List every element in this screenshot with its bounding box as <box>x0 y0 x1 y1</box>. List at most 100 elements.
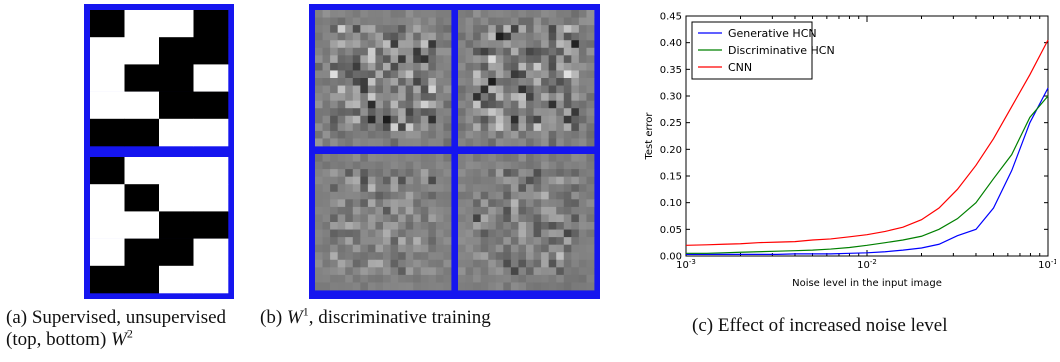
filter-pixel <box>510 40 519 49</box>
filter-pixel <box>586 161 595 170</box>
filter-pixel <box>563 154 572 162</box>
filter-pixel <box>518 161 527 170</box>
filter-pixel <box>488 237 497 246</box>
filter-pixel <box>405 70 414 79</box>
filter-pixel <box>548 199 557 208</box>
filter-pixel <box>518 32 527 41</box>
filter-pixel <box>330 184 339 193</box>
filter-pixel <box>352 55 361 64</box>
filter-pixel <box>563 176 572 185</box>
filter-pixel <box>473 229 482 238</box>
filter-pixel <box>465 252 474 261</box>
filter-pixel <box>571 199 580 208</box>
filter-pixel <box>367 130 376 139</box>
filter-pixel <box>352 199 361 208</box>
filter-pixel <box>405 25 414 34</box>
filter-pixel <box>345 244 354 253</box>
filter-pixel <box>571 123 580 132</box>
top-grid-cell <box>90 10 125 38</box>
filter-pixel <box>526 206 534 215</box>
filter-pixel <box>375 62 384 71</box>
filter-pixel <box>541 47 550 56</box>
filter-pixel <box>398 78 407 86</box>
filter-pixel <box>367 252 376 261</box>
filter-pixel <box>428 161 437 170</box>
filter-pixel <box>428 93 437 102</box>
filter-pixel <box>428 191 437 200</box>
filter-pixel <box>518 25 527 34</box>
filter-pixel <box>405 100 414 109</box>
filter-pixel <box>488 259 497 268</box>
filter-pixel <box>488 108 497 117</box>
filter-pixel <box>458 199 466 208</box>
filter-pixel <box>480 123 489 132</box>
filter-pixel <box>495 123 504 132</box>
filter-pixel <box>541 237 550 246</box>
filter-pixel <box>571 184 580 193</box>
filter-pixel <box>322 115 331 124</box>
filter-pixel <box>435 259 444 268</box>
filter-pixel <box>563 47 572 56</box>
filter-pixel <box>428 25 437 34</box>
filter-pixel <box>405 169 414 178</box>
filter-pixel <box>443 108 452 117</box>
filter-pixel <box>503 78 512 86</box>
filter-pixel <box>473 115 482 124</box>
top-grid-cell <box>90 64 125 92</box>
filter-pixel <box>383 93 391 102</box>
filter-pixel <box>435 222 444 230</box>
filter-pixel <box>330 259 339 268</box>
filter-pixel <box>563 123 572 132</box>
filter-pixel <box>383 199 391 208</box>
filter-pixel <box>443 115 452 124</box>
filter-pixel <box>518 70 527 79</box>
filter-pixel <box>563 25 572 34</box>
filter-pixel <box>473 62 482 71</box>
filter-pixel <box>352 176 361 185</box>
filter-pixel <box>458 78 466 86</box>
filter-pixel <box>413 40 422 49</box>
filter-pixel <box>458 237 466 246</box>
filter-pixel <box>390 32 399 41</box>
filter-pixel <box>518 85 527 94</box>
filter-pixel <box>458 161 466 170</box>
filter-pixel <box>465 244 474 253</box>
filter-pixel <box>518 47 527 56</box>
filter-pixel <box>526 115 534 124</box>
series-line-generative-hcn <box>686 87 1049 255</box>
filter-pixel <box>586 40 595 49</box>
filter-pixel <box>390 184 399 193</box>
filter-pixel <box>330 229 339 238</box>
filter-pixel <box>390 115 399 124</box>
filter-pixel <box>390 17 399 26</box>
filter-pixel <box>390 154 399 162</box>
filter-pixel <box>360 267 369 276</box>
filter-pixel <box>330 47 339 56</box>
filter-pixel <box>533 267 542 276</box>
filter-pixel <box>503 252 512 261</box>
filter-pixel <box>345 17 354 26</box>
filter-pixel <box>383 206 391 215</box>
y-tick-label: 0.10 <box>660 198 682 209</box>
filter-pixel <box>526 32 534 41</box>
filter-pixel <box>548 70 557 79</box>
filter-pixel <box>383 184 391 193</box>
filter-pixel <box>510 10 519 18</box>
filter-pixel <box>473 214 482 223</box>
y-tick-label: 0.20 <box>660 145 682 156</box>
filter-pixel <box>413 17 422 26</box>
filter-pixel <box>390 191 399 200</box>
filter-pixel <box>322 55 331 64</box>
filter-pixel <box>518 108 527 117</box>
bottom-grid-cell <box>124 157 160 185</box>
filter-pixel <box>571 78 580 86</box>
filter-pixel <box>428 244 437 253</box>
filter-pixel <box>533 214 542 223</box>
filter-pixel <box>390 62 399 71</box>
filter-pixel <box>360 10 369 18</box>
filter-pixel <box>586 55 595 64</box>
filter-pixel <box>428 259 437 268</box>
filter-pixel <box>473 123 482 132</box>
filter-pixel <box>405 93 414 102</box>
filter-pixel <box>541 161 550 170</box>
